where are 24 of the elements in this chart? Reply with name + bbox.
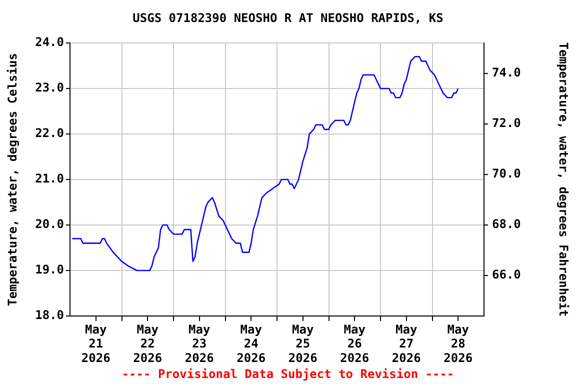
y-tick-label: 22.0: [35, 126, 64, 140]
x-tick-label: May 28 2026: [444, 322, 473, 366]
y2-tick-label: 66.0: [492, 268, 521, 282]
y-tick-label: 19.0: [35, 262, 64, 277]
y2-tick-label: 68.0: [492, 217, 521, 232]
x-tick-label: May 24 2026: [236, 322, 266, 366]
x-tick-label: May 23 2026: [184, 322, 214, 366]
y2-axis-title: Temperature, water, degrees Fahrenheit: [556, 42, 571, 317]
y-tick-label: 24.0: [35, 35, 64, 50]
text: ---- Provisional Data Subject to Revision ----: [122, 367, 454, 382]
y-tick-label: 21.0: [35, 172, 64, 186]
y-tick-label: 20.0: [35, 217, 64, 232]
x-tick-label: May 25 2026: [288, 322, 318, 366]
y2-tick-label: 72.0: [492, 116, 521, 130]
chart-title: USGS 07182390 NEOSHO R AT NEOSHO RAPIDS, KS: [132, 11, 444, 26]
y-axis-title: Temperature, water, degrees Celsius: [5, 53, 20, 306]
x-tick-label: May 27 2026: [392, 322, 421, 366]
x-tick-label: May 21 2026: [81, 322, 110, 366]
x-tick-label: May 22 2026: [133, 322, 162, 366]
y-tick-label: 18.0: [35, 308, 64, 322]
x-tick-label: May 26 2026: [340, 322, 370, 366]
y2-tick-label: 74.0: [492, 65, 521, 80]
y-tick-label: 23.0: [35, 80, 64, 95]
y2-tick-label: 70.0: [492, 166, 521, 181]
